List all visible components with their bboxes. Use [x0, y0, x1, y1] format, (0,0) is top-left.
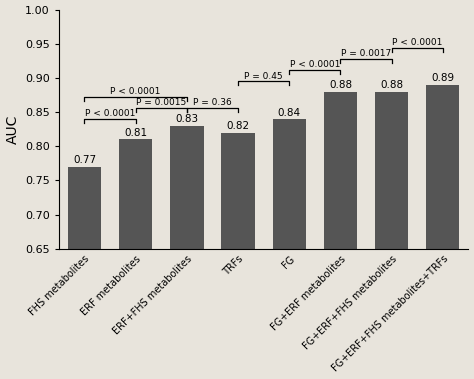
Text: P = 0.0017: P = 0.0017 — [341, 49, 391, 58]
Text: P = 0.0015: P = 0.0015 — [136, 98, 186, 107]
Text: P < 0.0001: P < 0.0001 — [85, 109, 135, 118]
Text: P < 0.0001: P < 0.0001 — [290, 60, 340, 69]
Bar — [375, 92, 408, 379]
Bar — [119, 139, 152, 379]
Text: 0.88: 0.88 — [380, 80, 403, 90]
Text: P < 0.0001: P < 0.0001 — [392, 38, 442, 47]
Bar — [273, 119, 306, 379]
Text: P = 0.36: P = 0.36 — [193, 98, 232, 107]
Text: 0.83: 0.83 — [175, 114, 199, 124]
Y-axis label: AUC: AUC — [6, 114, 19, 144]
Text: 0.82: 0.82 — [227, 121, 250, 131]
Text: 0.89: 0.89 — [431, 74, 455, 83]
Bar — [324, 92, 357, 379]
Text: P = 0.45: P = 0.45 — [245, 72, 283, 81]
Text: 0.77: 0.77 — [73, 155, 96, 165]
Bar — [221, 133, 255, 379]
Text: 0.84: 0.84 — [278, 108, 301, 117]
Text: 0.81: 0.81 — [124, 128, 147, 138]
Text: P < 0.0001: P < 0.0001 — [110, 87, 161, 96]
Text: 0.88: 0.88 — [329, 80, 352, 90]
Bar — [426, 85, 459, 379]
Bar — [68, 167, 101, 379]
Bar — [170, 126, 203, 379]
